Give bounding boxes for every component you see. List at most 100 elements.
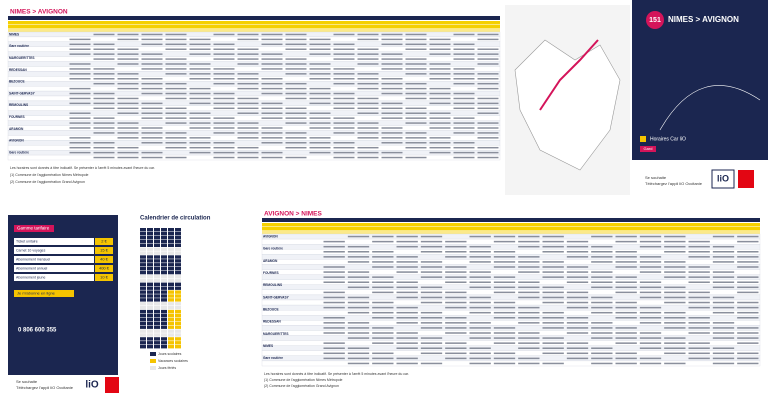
cell-text	[518, 235, 540, 238]
calendar-day	[168, 263, 174, 267]
cell-text	[453, 122, 475, 124]
cell-text	[518, 296, 540, 299]
cell-text	[591, 235, 613, 238]
cell-text	[237, 137, 259, 139]
calendar-day	[140, 278, 146, 283]
tariff-row	[14, 238, 94, 245]
cell-text	[285, 146, 307, 149]
tariff-row	[14, 274, 94, 281]
cell-text	[381, 53, 403, 55]
cell-text	[93, 43, 115, 46]
calendar-day	[161, 251, 167, 255]
calendar-day	[154, 298, 160, 302]
cell-text	[261, 102, 283, 105]
calendar-day	[161, 341, 167, 345]
cell-text	[477, 127, 499, 129]
cell-text	[615, 352, 637, 355]
cell-text	[737, 266, 759, 268]
cell-text	[518, 337, 540, 339]
logo: liO	[85, 380, 99, 391]
cell-text	[396, 271, 418, 273]
cell-text	[429, 92, 451, 95]
cell-text	[117, 151, 139, 154]
cell-text	[117, 97, 139, 100]
calendar-day	[147, 231, 153, 236]
cell-text	[261, 156, 283, 159]
calendar-day	[168, 298, 174, 302]
calendar-day	[154, 325, 160, 329]
calendar-day	[140, 325, 146, 329]
cell-text	[469, 276, 491, 278]
cell-text	[69, 38, 91, 41]
cell-text	[309, 92, 331, 95]
cell-text	[518, 245, 540, 248]
cell-text	[189, 87, 211, 90]
cell-text	[591, 245, 613, 248]
cell-text	[381, 107, 403, 110]
cell-text	[493, 281, 516, 283]
cell-text	[518, 306, 540, 309]
cell-text	[566, 276, 589, 278]
calendar-day	[168, 329, 174, 333]
cell-text	[493, 266, 516, 268]
cell-text	[93, 117, 115, 119]
cell-text	[117, 127, 139, 129]
cell-text	[688, 240, 710, 243]
cell-text	[93, 142, 115, 144]
cell-text	[477, 53, 499, 55]
calendar-day	[175, 337, 181, 341]
logo-box	[711, 169, 735, 189]
logo: liO	[717, 173, 729, 183]
cell-text	[664, 271, 686, 273]
calendar-day	[154, 345, 160, 349]
cell-text	[566, 306, 589, 309]
cell-text	[285, 112, 307, 114]
cell-text	[285, 122, 307, 124]
cell-text	[429, 53, 451, 55]
cell-text	[639, 322, 662, 324]
cell-text	[712, 245, 735, 248]
stop-name: Gare routière	[263, 356, 283, 360]
cell-text	[237, 38, 259, 41]
cell-text	[664, 261, 686, 263]
cell-text	[309, 137, 331, 139]
cell-text	[372, 357, 394, 360]
cell-text	[357, 73, 379, 75]
cell-text	[357, 78, 379, 80]
calendar-day	[140, 251, 146, 255]
calendar-day	[175, 228, 181, 232]
cell-text	[285, 87, 307, 90]
calendar-day	[175, 313, 181, 318]
cell-text	[347, 276, 370, 278]
cell-text	[688, 251, 710, 253]
cell-text	[381, 68, 403, 70]
cell-text	[141, 82, 163, 85]
cell-text	[189, 73, 211, 75]
cell-text	[453, 132, 475, 134]
cell-text	[69, 48, 91, 50]
cell-text	[566, 322, 589, 324]
cell-text	[518, 322, 540, 324]
cell-text	[712, 301, 735, 304]
cell-text	[93, 107, 115, 110]
cell-text	[357, 33, 379, 36]
cell-text	[615, 301, 637, 304]
cell-text	[477, 82, 499, 85]
calendar-day	[147, 228, 153, 232]
cell-text	[639, 281, 662, 283]
calendar-day	[147, 247, 153, 251]
cell-text	[453, 82, 475, 85]
cell-text	[469, 306, 491, 309]
calendar-day	[168, 313, 174, 318]
cell-text	[445, 306, 467, 309]
cell-text	[347, 235, 370, 238]
cell-text	[542, 337, 564, 339]
calendar-day	[140, 290, 146, 294]
cell-text	[189, 102, 211, 105]
cell-text	[117, 38, 139, 41]
cell-text	[420, 240, 443, 243]
cell-text	[405, 156, 427, 159]
cell-text	[429, 127, 451, 129]
footnote: (2) Commune de l'agglomération Grand Avi…	[264, 384, 339, 388]
cell-text	[664, 362, 686, 365]
